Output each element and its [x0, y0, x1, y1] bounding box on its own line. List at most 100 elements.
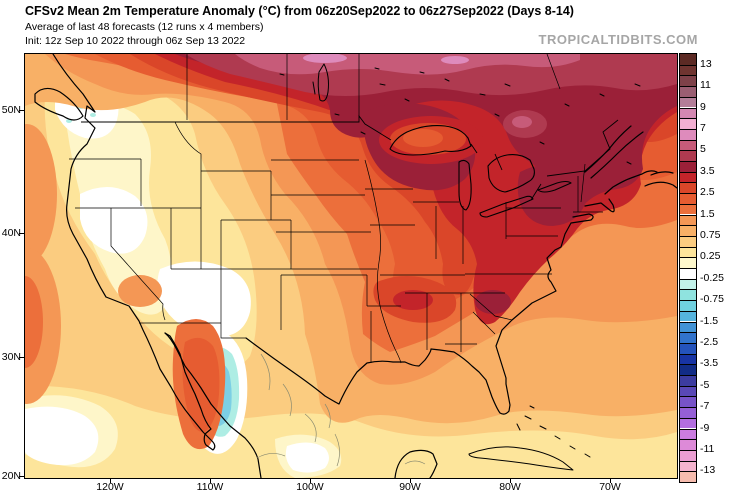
lon-tick	[310, 478, 311, 483]
lat-tick	[19, 110, 24, 111]
st-lawrence-estuary	[584, 125, 644, 179]
lon-tick	[610, 478, 611, 483]
site-watermark: TROPICALTIDBITS.COM	[538, 32, 698, 47]
colorbar-cell	[680, 128, 696, 140]
colorbar-cell	[680, 64, 696, 76]
colorbar-cell	[680, 332, 696, 343]
mississippi-river	[364, 159, 402, 364]
colorbar-tick-label: -9	[700, 421, 710, 434]
contour-warm-regions	[25, 54, 677, 450]
colorbar-tick-label: -3.5	[700, 357, 719, 370]
canada-province-borders	[186, 54, 561, 120]
colorbar-cell	[680, 460, 696, 472]
colorbar-cell	[680, 171, 696, 183]
lake-michigan	[458, 159, 472, 211]
yucatan-coast	[394, 449, 438, 478]
colorbar-cell	[680, 385, 696, 397]
colorbar-cell	[680, 417, 696, 429]
lat-tick	[19, 476, 24, 477]
colorbar-cell	[680, 310, 696, 322]
subtitle-forecast-average: Average of last 48 forecasts (12 runs x …	[25, 21, 264, 33]
colorbar-cell	[680, 428, 696, 440]
colorbar-cell	[680, 471, 696, 482]
lat-label-40N: 40N	[1, 227, 21, 239]
colorbar-cell	[680, 161, 696, 172]
colorbar-cell	[680, 278, 696, 290]
map-frame	[24, 53, 678, 479]
colorbar-cell	[680, 107, 696, 119]
lon-tick	[510, 478, 511, 483]
colorbar-cell	[680, 150, 696, 161]
colorbar-cell	[680, 118, 696, 129]
colorbar-tick-label: -1.5	[700, 314, 719, 327]
lat-label-50N: 50N	[1, 104, 21, 116]
lon-tick	[110, 478, 111, 483]
lat-tick	[19, 357, 24, 358]
gulf-of-california-mainland-coast	[164, 332, 262, 478]
colorbar-tick-label: 9	[700, 100, 706, 113]
colorbar-tick-label: 3.5	[700, 164, 715, 177]
lon-label-90W: 90W	[399, 481, 421, 493]
colorbar-cell	[680, 396, 696, 408]
colorbar-tick-label: 11	[700, 79, 711, 92]
colorbar-tick-label: 7	[700, 121, 706, 134]
colorbar-cell	[680, 235, 696, 247]
colorbar-tick-label: 5	[700, 143, 706, 156]
colorbar-tick-label: 2.5	[700, 186, 715, 199]
colorbar-tick-label: -5	[700, 378, 710, 391]
colorbar	[679, 53, 697, 483]
colorbar-cell	[680, 268, 696, 279]
colorbar-tick-label: -0.75	[700, 293, 724, 306]
lat-label-20N: 20N	[1, 470, 21, 482]
lake-huron	[487, 154, 535, 193]
colorbar-tick-label: 13	[700, 57, 712, 70]
colorbar-tick-label: 0.25	[700, 250, 721, 263]
lon-label-110W: 110W	[196, 481, 224, 493]
vancouver-island-coast	[34, 87, 84, 121]
new-england-coast	[584, 170, 658, 213]
great-lakes-outlines	[317, 63, 572, 218]
lon-label-70W: 70W	[599, 481, 621, 493]
lat-label-30N: 30N	[1, 351, 21, 363]
lat-tick	[19, 233, 24, 234]
colorbar-cell	[680, 407, 696, 418]
lon-label-80W: 80W	[499, 481, 521, 493]
small-lakes-specks	[279, 67, 641, 165]
us-state-borders	[69, 121, 603, 364]
gulf-and-atlantic-coast	[245, 213, 594, 415]
lake-ontario	[537, 180, 572, 193]
colorbar-cell	[680, 203, 696, 215]
init-range-text: Init: 12z Sep 10 2022 through 06z Sep 13…	[25, 35, 246, 47]
colorbar-cell	[680, 353, 696, 365]
colorbar-cell	[680, 193, 696, 204]
lake-superior-warm-minimum	[379, 116, 483, 164]
colorbar-cell	[680, 86, 696, 97]
colorbar-tick-label: -7	[700, 400, 710, 413]
lon-tick	[210, 478, 211, 483]
mexico-state-borders	[256, 353, 426, 467]
colorbar-tick-label: 1.5	[700, 207, 715, 220]
anomaly-map	[25, 54, 677, 478]
colorbar-tick-label: -0.25	[700, 271, 724, 284]
bahamas-islands	[516, 405, 591, 458]
colorbar-tick-label: 0.75	[700, 228, 721, 241]
colorbar-cell	[680, 321, 696, 333]
lake-superior	[389, 125, 472, 156]
colorbar-tick-label: -11	[700, 442, 715, 455]
page-title: CFSv2 Mean 2m Temperature Anomaly (°C) f…	[25, 4, 574, 18]
colorbar-cell	[680, 139, 696, 151]
colorbar-cell	[680, 257, 696, 268]
colorbar-cell	[680, 54, 696, 65]
colorbar-cell	[680, 75, 696, 87]
colorbar-cell	[680, 375, 696, 386]
colorbar-cell	[680, 214, 696, 226]
colorbar-cell	[680, 246, 696, 258]
colorbar-cell	[680, 449, 696, 461]
coastlines	[34, 54, 677, 478]
colorbar-cell	[680, 439, 696, 450]
lon-label-100W: 100W	[296, 481, 324, 493]
colorbar-cell	[680, 182, 696, 194]
colorbar-cell	[680, 96, 696, 108]
colorbar-tick-label: -13	[700, 464, 716, 477]
